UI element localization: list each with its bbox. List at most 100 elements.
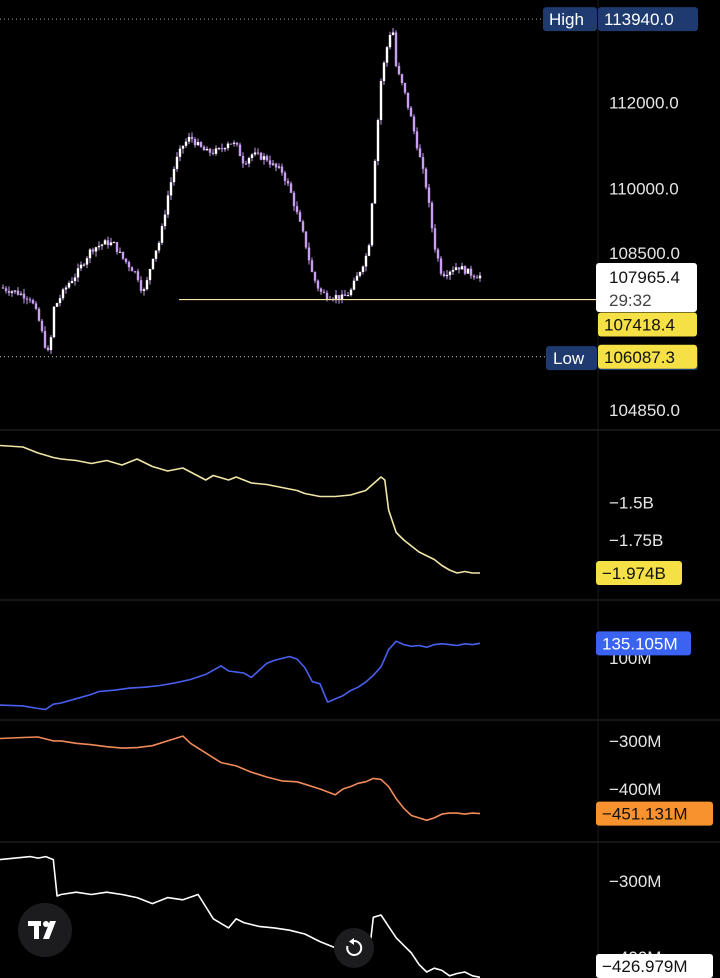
candle-body — [214, 148, 218, 154]
candle-body — [49, 337, 53, 351]
candle-body — [445, 275, 449, 277]
candle-body — [1, 287, 5, 289]
candle-body — [367, 245, 371, 256]
candle-body — [385, 47, 389, 63]
candle-body — [346, 295, 350, 297]
candle-body — [85, 258, 89, 265]
candle-body — [220, 148, 224, 150]
current-price: 107965.4 — [609, 268, 680, 287]
candle-body — [43, 331, 47, 348]
candle-body — [343, 294, 347, 296]
candle-body — [52, 306, 56, 338]
pane3-last-value-bg — [596, 801, 713, 826]
candle-body — [370, 203, 374, 246]
candle-body — [148, 269, 152, 281]
current-price-bg — [596, 263, 697, 313]
candle-body — [436, 249, 440, 259]
candle-body — [28, 299, 32, 301]
candle-body — [295, 206, 299, 213]
candle-body — [262, 156, 266, 160]
candle-body — [13, 290, 17, 292]
candle-body — [292, 192, 296, 207]
high-value-bg — [598, 7, 698, 32]
candle-body — [124, 258, 128, 263]
candle-body — [103, 240, 107, 245]
candle-body — [40, 320, 44, 332]
candle-body — [238, 144, 242, 157]
reset-chart-button[interactable] — [334, 928, 374, 968]
pane3-axis-tick: −300M — [609, 732, 661, 751]
candle-body — [91, 249, 95, 252]
candle-body — [364, 255, 368, 267]
candle-body — [325, 292, 329, 300]
candle-body — [115, 242, 119, 252]
candle-body — [100, 244, 104, 246]
candle-body — [22, 293, 26, 299]
tradingview-logo-button[interactable] — [18, 903, 72, 957]
candle-body — [241, 156, 245, 164]
candle-body — [352, 280, 356, 290]
series-line-1 — [0, 444, 480, 574]
candle-body — [289, 183, 293, 193]
candle-body — [73, 277, 77, 282]
candle-body — [169, 182, 173, 196]
candle-body — [379, 81, 383, 120]
candle-body — [112, 242, 116, 244]
candle-body — [313, 272, 317, 281]
candle-body — [460, 266, 464, 270]
candle-body — [250, 154, 254, 158]
candle-body — [94, 247, 98, 252]
candle-body — [82, 264, 86, 266]
candle-body — [265, 156, 269, 161]
candle-body — [229, 143, 233, 145]
candle-body — [97, 245, 101, 248]
candle-body — [316, 280, 320, 289]
candle-body — [118, 251, 122, 253]
candle-body — [184, 141, 188, 146]
candle-body — [448, 271, 452, 276]
pane4-last-value-bg — [596, 954, 713, 978]
candle-body — [37, 308, 41, 321]
candle-body — [154, 250, 158, 259]
candle-body — [193, 139, 197, 146]
candle-body — [439, 258, 443, 274]
candle-body — [4, 288, 8, 291]
candle-body — [310, 260, 314, 273]
candle-body — [139, 280, 143, 291]
series-line-3 — [0, 735, 481, 822]
candle-body — [58, 298, 62, 304]
candle-body — [388, 34, 392, 48]
candle-body — [145, 280, 149, 290]
candle-body — [181, 145, 185, 149]
candle-body — [109, 242, 113, 246]
candle-body — [88, 249, 92, 259]
level-tag-2: 106087.3 — [604, 348, 675, 367]
candle-body — [307, 247, 311, 261]
candle-body — [334, 295, 338, 299]
candle-body — [424, 168, 428, 188]
candle-body — [394, 32, 398, 67]
candle-body — [415, 131, 419, 149]
candle-body — [466, 268, 470, 274]
pane2-last-value-bg — [596, 631, 691, 656]
candle-body — [391, 32, 395, 35]
series-line-2 — [0, 640, 481, 711]
candle-body — [298, 212, 302, 222]
candle-body — [19, 293, 23, 295]
candle-body — [340, 294, 344, 300]
candle-body — [151, 258, 155, 270]
candle-body — [256, 152, 260, 154]
pane2-last-value: 135.105M — [602, 634, 678, 653]
price-axis-tick: 104850.0 — [609, 401, 680, 420]
candle-body — [121, 251, 125, 259]
candle-body — [451, 270, 455, 272]
high-label-bg — [543, 7, 597, 32]
candle-body — [454, 267, 458, 271]
candle-body — [427, 187, 431, 203]
candle-body — [457, 267, 461, 270]
candle-body — [106, 240, 110, 246]
level-tag-1: 107418.4 — [604, 316, 675, 335]
candle-body — [208, 148, 212, 153]
candle-body — [199, 142, 203, 147]
